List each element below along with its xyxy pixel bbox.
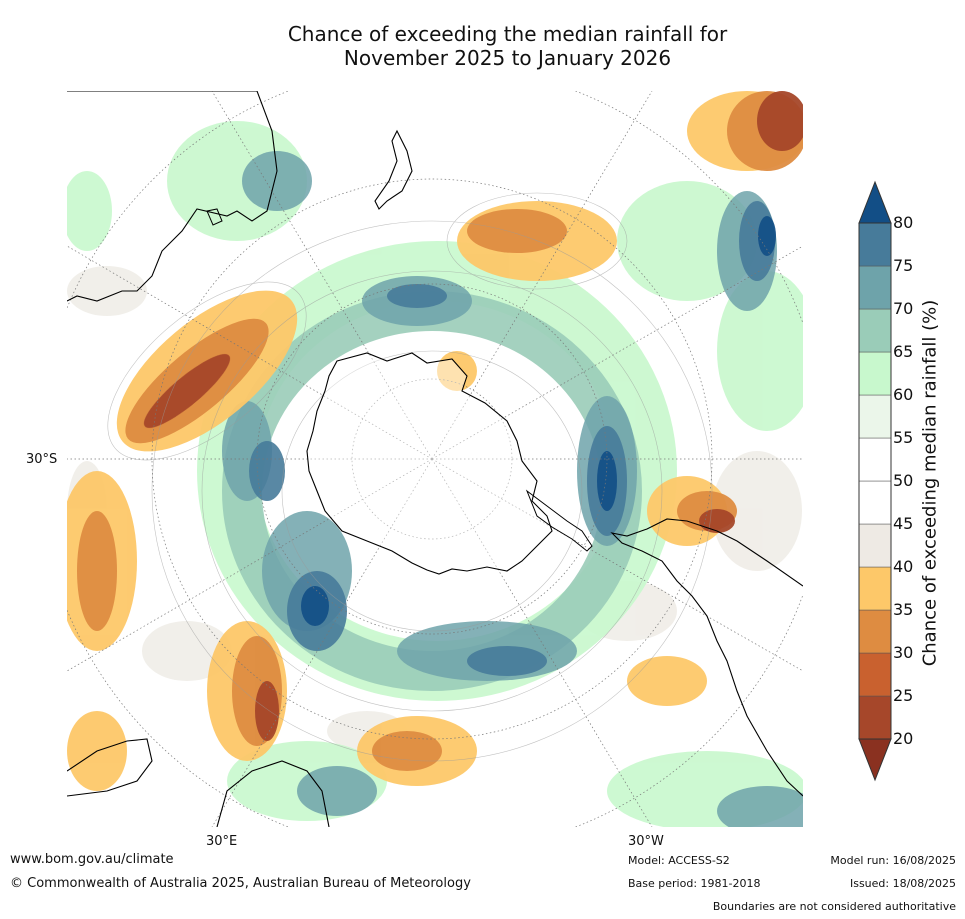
colorbar-band	[858, 652, 892, 697]
colorbar-band	[858, 351, 892, 396]
colorbar-tick-label: 60	[893, 385, 914, 404]
south-america-coastline	[610, 518, 803, 797]
colorbar-band	[858, 437, 892, 482]
antarctica-coastline	[306, 352, 553, 575]
colorbar-band	[858, 222, 892, 267]
colorbar-bands	[858, 222, 892, 740]
colorbar-tick-label: 25	[893, 686, 914, 705]
footer-model: Model: ACCESS-S2	[628, 854, 730, 867]
footer-boundaries-note: Boundaries are not considered authoritat…	[712, 900, 956, 913]
title-line-1: Chance of exceeding the median rainfall …	[287, 22, 728, 46]
colorbar-tick-label: 80	[893, 213, 914, 232]
tasmania-coastline	[206, 208, 223, 226]
australia-coastline	[67, 91, 278, 302]
rainfall-map	[67, 91, 803, 827]
colorbar-tick-label: 50	[893, 471, 914, 490]
colorbar-band	[858, 523, 892, 568]
rainfall-map-svg	[67, 91, 803, 827]
colorbar-band	[858, 265, 892, 310]
colorbar-low-arrow	[858, 738, 892, 782]
colorbar-tick-label: 45	[893, 514, 914, 533]
colorbar	[858, 180, 892, 782]
colorbar-label: Chance of exceeding median rainfall (%)	[919, 299, 941, 667]
lon-label-30e: 30°E	[206, 834, 238, 849]
lon-label-30w: 30°W	[628, 834, 664, 849]
colorbar-tick-label: 35	[893, 600, 914, 619]
colorbar-band	[858, 308, 892, 353]
lat-label-30s: 30°S	[26, 452, 58, 467]
colorbar-high-arrow	[858, 180, 892, 224]
colorbar-tick-label: 30	[893, 643, 914, 662]
colorbar-frame	[858, 222, 892, 740]
map-contours	[107, 192, 713, 762]
footer-base-period: Base period: 1981-2018	[628, 877, 761, 890]
colorbar-band	[858, 695, 892, 740]
colorbar-band	[858, 609, 892, 654]
map-wet-dark-blue	[301, 216, 776, 626]
colorbar-tick-label: 20	[893, 729, 914, 748]
new-zealand-coastline	[374, 129, 413, 210]
colorbar-band	[858, 566, 892, 611]
colorbar-band	[858, 394, 892, 439]
colorbar-tick-label: 40	[893, 557, 914, 576]
chart-title: Chance of exceeding the median rainfall …	[160, 22, 855, 70]
colorbar-tick-label: 70	[893, 299, 914, 318]
map-dry-brown	[143, 91, 803, 741]
map-graticule	[67, 91, 803, 827]
colorbar-tick-label: 55	[893, 428, 914, 447]
colorbar-band	[858, 480, 892, 525]
footer-website[interactable]: www.bom.gov.au/climate	[10, 852, 174, 867]
colorbar-tick-label: 65	[893, 342, 914, 361]
footer-copyright: © Commonwealth of Australia 2025, Austra…	[10, 876, 471, 891]
colorbar-tick-label: 75	[893, 256, 914, 275]
footer-model-run: Model run: 16/08/2025	[830, 854, 956, 867]
africa-coastline	[67, 738, 330, 827]
title-line-2: November 2025 to January 2026	[343, 46, 672, 70]
antarctic-peninsula	[525, 489, 593, 552]
footer-issued: Issued: 18/08/2025	[849, 877, 956, 890]
